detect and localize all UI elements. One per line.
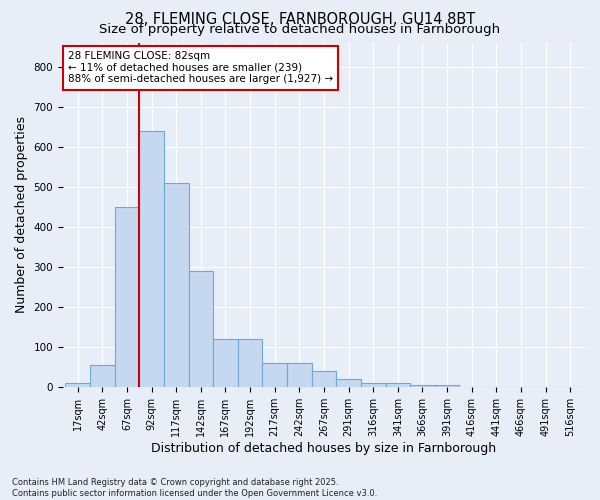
Bar (336, 380, 361, 388)
Bar (287, 364, 311, 388)
Bar (188, 271, 213, 388)
Bar (386, 384, 410, 388)
Bar (361, 384, 386, 388)
Bar (65, 384, 90, 388)
Bar (311, 372, 336, 388)
Bar (164, 183, 188, 388)
Text: Size of property relative to detached houses in Farnborough: Size of property relative to detached ho… (100, 22, 500, 36)
X-axis label: Distribution of detached houses by size in Farnborough: Distribution of detached houses by size … (151, 442, 497, 455)
Bar (410, 386, 435, 388)
Text: 28, FLEMING CLOSE, FARNBOROUGH, GU14 8BT: 28, FLEMING CLOSE, FARNBOROUGH, GU14 8BT (125, 12, 475, 28)
Y-axis label: Number of detached properties: Number of detached properties (15, 116, 28, 314)
Text: Contains HM Land Registry data © Crown copyright and database right 2025.
Contai: Contains HM Land Registry data © Crown c… (12, 478, 377, 498)
Bar (262, 364, 287, 388)
Bar (238, 339, 262, 388)
Bar (435, 386, 460, 388)
Bar (115, 207, 139, 388)
Text: 28 FLEMING CLOSE: 82sqm
← 11% of detached houses are smaller (239)
88% of semi-d: 28 FLEMING CLOSE: 82sqm ← 11% of detache… (68, 51, 333, 84)
Bar (213, 339, 238, 388)
Bar (139, 130, 164, 388)
Bar (90, 366, 115, 388)
